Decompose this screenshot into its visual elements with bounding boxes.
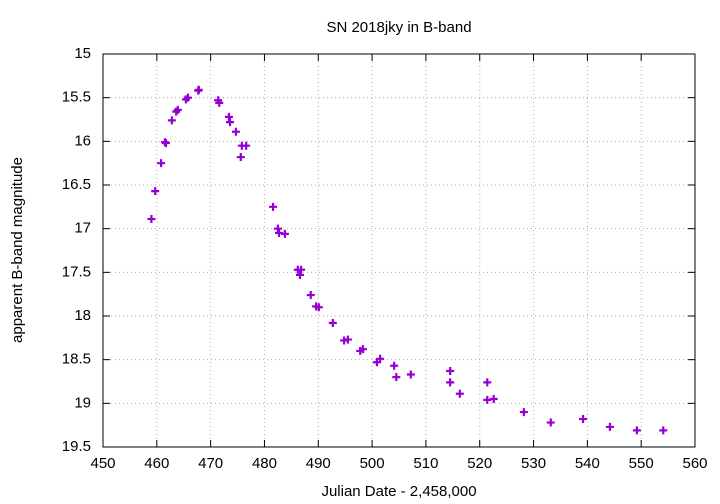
data-point: [376, 354, 385, 363]
y-tick-label: 16.5: [62, 176, 91, 193]
plot-frame: [102, 53, 696, 448]
data-point: [579, 415, 588, 424]
data-point: [390, 361, 399, 370]
x-tick-label: 460: [144, 455, 169, 472]
data-point: [242, 141, 251, 150]
data-point: [236, 153, 245, 162]
data-point: [455, 389, 464, 398]
x-tick-label: 470: [198, 455, 223, 472]
y-axis-label: apparent B-band magnitude: [9, 157, 26, 343]
data-point: [406, 370, 415, 379]
data-point: [392, 373, 401, 382]
data-point: [215, 98, 224, 107]
data-point: [295, 270, 304, 279]
y-tick-label: 19: [74, 394, 91, 411]
data-point: [151, 187, 160, 196]
x-tick-label: 550: [629, 455, 654, 472]
x-tick-label: 490: [306, 455, 331, 472]
data-point: [519, 408, 528, 417]
data-point: [632, 426, 641, 435]
data-point: [173, 105, 182, 114]
data-point: [306, 291, 315, 300]
x-tick-label: 560: [682, 455, 707, 472]
data-point: [147, 215, 156, 224]
data-point: [231, 127, 240, 136]
data-point: [605, 422, 614, 431]
data-point: [358, 345, 367, 354]
x-axis-label: Julian Date - 2,458,000: [321, 483, 476, 500]
data-point: [446, 367, 455, 376]
x-tick-label: 510: [413, 455, 438, 472]
x-tick-label: 540: [575, 455, 600, 472]
data-point: [343, 335, 352, 344]
x-tick-label: 450: [90, 455, 115, 472]
y-tick-label: 15: [74, 45, 91, 62]
y-tick-label: 17.5: [62, 263, 91, 280]
data-point: [184, 93, 193, 102]
data-point: [161, 139, 170, 148]
x-tick-label: 500: [360, 455, 385, 472]
data-point: [314, 303, 323, 312]
data-point: [194, 85, 203, 94]
x-tick-label: 530: [521, 455, 546, 472]
data-point: [269, 202, 278, 211]
x-tick-label: 520: [467, 455, 492, 472]
data-point: [659, 426, 668, 435]
y-tick-label: 17: [74, 220, 91, 237]
data-point: [167, 116, 176, 125]
y-tick-label: 19.5: [62, 438, 91, 455]
data-point: [157, 159, 166, 168]
data-point: [226, 118, 235, 127]
data-point: [489, 394, 498, 403]
data-point: [328, 318, 337, 327]
y-tick-label: 15.5: [62, 89, 91, 106]
chart-title: SN 2018jky in B-band: [326, 19, 471, 36]
x-tick-label: 480: [252, 455, 277, 472]
data-point: [280, 229, 289, 238]
data-point: [546, 418, 555, 427]
y-tick-label: 18.5: [62, 351, 91, 368]
data-point: [483, 378, 492, 387]
data-point: [446, 378, 455, 387]
y-tick-label: 18: [74, 307, 91, 324]
y-tick-label: 16: [74, 132, 91, 149]
